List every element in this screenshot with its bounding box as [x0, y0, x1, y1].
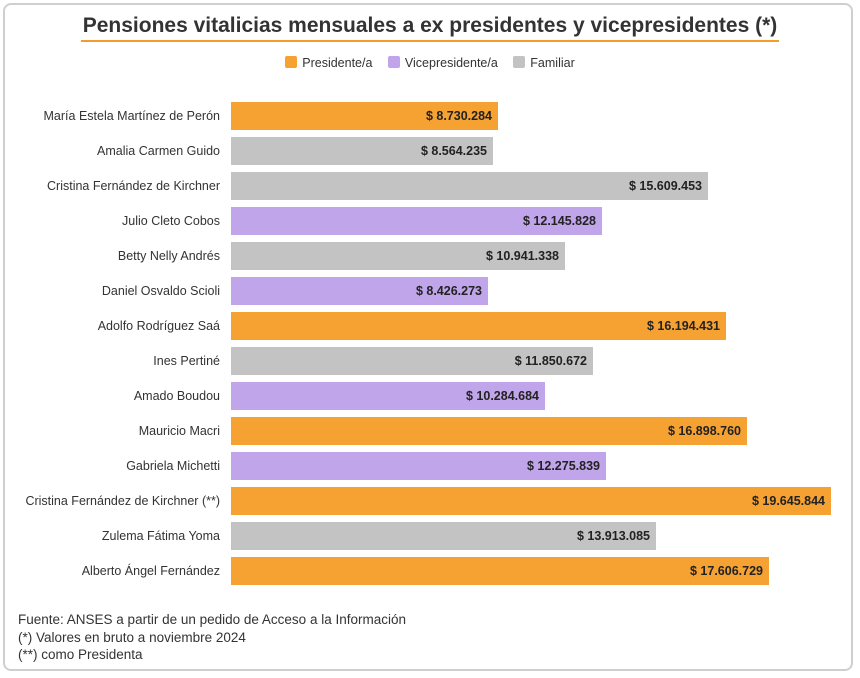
- bar-value-label-zulema-fatima-yoma-12: $ 13.913.085: [577, 529, 650, 543]
- legend-label-presidente: Presidente/a: [302, 56, 373, 70]
- bar-gabriela-michetti-10[interactable]: [231, 452, 606, 480]
- legend-swatch-familiar: [513, 56, 526, 68]
- category-label-maria-estela-martinez-de-peron-0: María Estela Martínez de Perón: [43, 109, 220, 123]
- category-label-cristina-fernandez-de-kirchner-2: Cristina Fernández de Kirchner: [47, 179, 220, 193]
- bar-value-label-julio-cleto-cobos-3: $ 12.145.828: [523, 214, 596, 228]
- category-label-adolfo-rodriguez-saa-6: Adolfo Rodríguez Saá: [97, 319, 220, 333]
- category-label-gabriela-michetti-10: Gabriela Michetti: [126, 459, 220, 473]
- bar-daniel-osvaldo-scioli-5[interactable]: [231, 277, 488, 305]
- bar-zulema-fatima-yoma-12[interactable]: [231, 522, 656, 550]
- chart-title-wrap: Pensiones vitalicias mensuales a ex pres…: [0, 14, 860, 42]
- legend-swatch-vicepresidente: [387, 56, 400, 68]
- bar-maria-estela-martinez-de-peron-0[interactable]: [231, 102, 498, 130]
- legend-label-vicepresidente: Vicepresidente/a: [404, 56, 498, 70]
- bar-adolfo-rodriguez-saa-6[interactable]: [231, 312, 726, 340]
- chart-title: Pensiones vitalicias mensuales a ex pres…: [80, 14, 780, 42]
- footnote-as-president: (**) como Presidenta: [18, 647, 143, 662]
- bar-value-label-alberto-angel-fernandez-13: $ 17.606.729: [690, 564, 763, 578]
- bar-value-label-cristina-fernandez-de-kirchner-11: $ 19.645.844: [752, 494, 825, 508]
- bar-value-label-adolfo-rodriguez-saa-6: $ 16.194.431: [647, 319, 720, 333]
- legend-label-familiar: Familiar: [530, 56, 575, 70]
- legend-item-vicepresidente[interactable]: Vicepresidente/a: [387, 56, 498, 70]
- bar-value-label-amalia-carmen-guido-1: $ 8.564.235: [420, 144, 487, 158]
- category-label-alberto-angel-fernandez-13: Alberto Ángel Fernández: [81, 564, 220, 578]
- category-label-mauricio-macri-9: Mauricio Macri: [138, 424, 220, 438]
- bar-ines-pertine-7[interactable]: [231, 347, 593, 375]
- category-label-ines-pertine-7: Ines Pertiné: [153, 354, 220, 368]
- chart-notes: Fuente: ANSES a partir de un pedido de A…: [18, 611, 406, 664]
- category-label-cristina-fernandez-de-kirchner-11: Cristina Fernández de Kirchner (**): [25, 494, 220, 508]
- bar-value-label-amado-boudou-8: $ 10.284.684: [466, 389, 539, 403]
- category-label-amalia-carmen-guido-1: Amalia Carmen Guido: [97, 144, 220, 158]
- bar-cristina-fernandez-de-kirchner-2[interactable]: [231, 172, 708, 200]
- legend-swatch-presidente: [285, 56, 298, 68]
- bar-value-label-daniel-osvaldo-scioli-5: $ 8.426.273: [415, 284, 482, 298]
- category-label-betty-nelly-andres-4: Betty Nelly Andrés: [117, 249, 220, 263]
- legend-item-familiar[interactable]: Familiar: [513, 56, 575, 70]
- source-note: Fuente: ANSES a partir de un pedido de A…: [18, 612, 406, 627]
- bar-cristina-fernandez-de-kirchner-11[interactable]: [231, 487, 831, 515]
- bar-value-label-mauricio-macri-9: $ 16.898.760: [668, 424, 741, 438]
- category-label-amado-boudou-8: Amado Boudou: [133, 389, 220, 403]
- bar-amalia-carmen-guido-1[interactable]: [231, 137, 493, 165]
- bar-betty-nelly-andres-4[interactable]: [231, 242, 565, 270]
- chart-legend: Presidente/a Vicepresidente/a Familiar: [0, 56, 860, 70]
- bar-value-label-betty-nelly-andres-4: $ 10.941.338: [486, 249, 559, 263]
- bar-julio-cleto-cobos-3[interactable]: [231, 207, 602, 235]
- category-label-daniel-osvaldo-scioli-5: Daniel Osvaldo Scioli: [101, 284, 220, 298]
- bar-value-label-cristina-fernandez-de-kirchner-2: $ 15.609.453: [629, 179, 702, 193]
- category-label-zulema-fatima-yoma-12: Zulema Fátima Yoma: [101, 529, 220, 543]
- category-label-julio-cleto-cobos-3: Julio Cleto Cobos: [122, 214, 220, 228]
- bar-mauricio-macri-9[interactable]: [231, 417, 747, 445]
- bar-value-label-maria-estela-martinez-de-peron-0: $ 8.730.284: [425, 109, 492, 123]
- bar-alberto-angel-fernandez-13[interactable]: [231, 557, 769, 585]
- footnote-gross-values: (*) Valores en bruto a noviembre 2024: [18, 629, 246, 645]
- legend-item-presidente[interactable]: Presidente/a: [285, 56, 372, 70]
- bar-value-label-ines-pertine-7: $ 11.850.672: [514, 354, 587, 368]
- bar-value-label-gabriela-michetti-10: $ 12.275.839: [527, 459, 600, 473]
- bar-amado-boudou-8[interactable]: [231, 382, 545, 410]
